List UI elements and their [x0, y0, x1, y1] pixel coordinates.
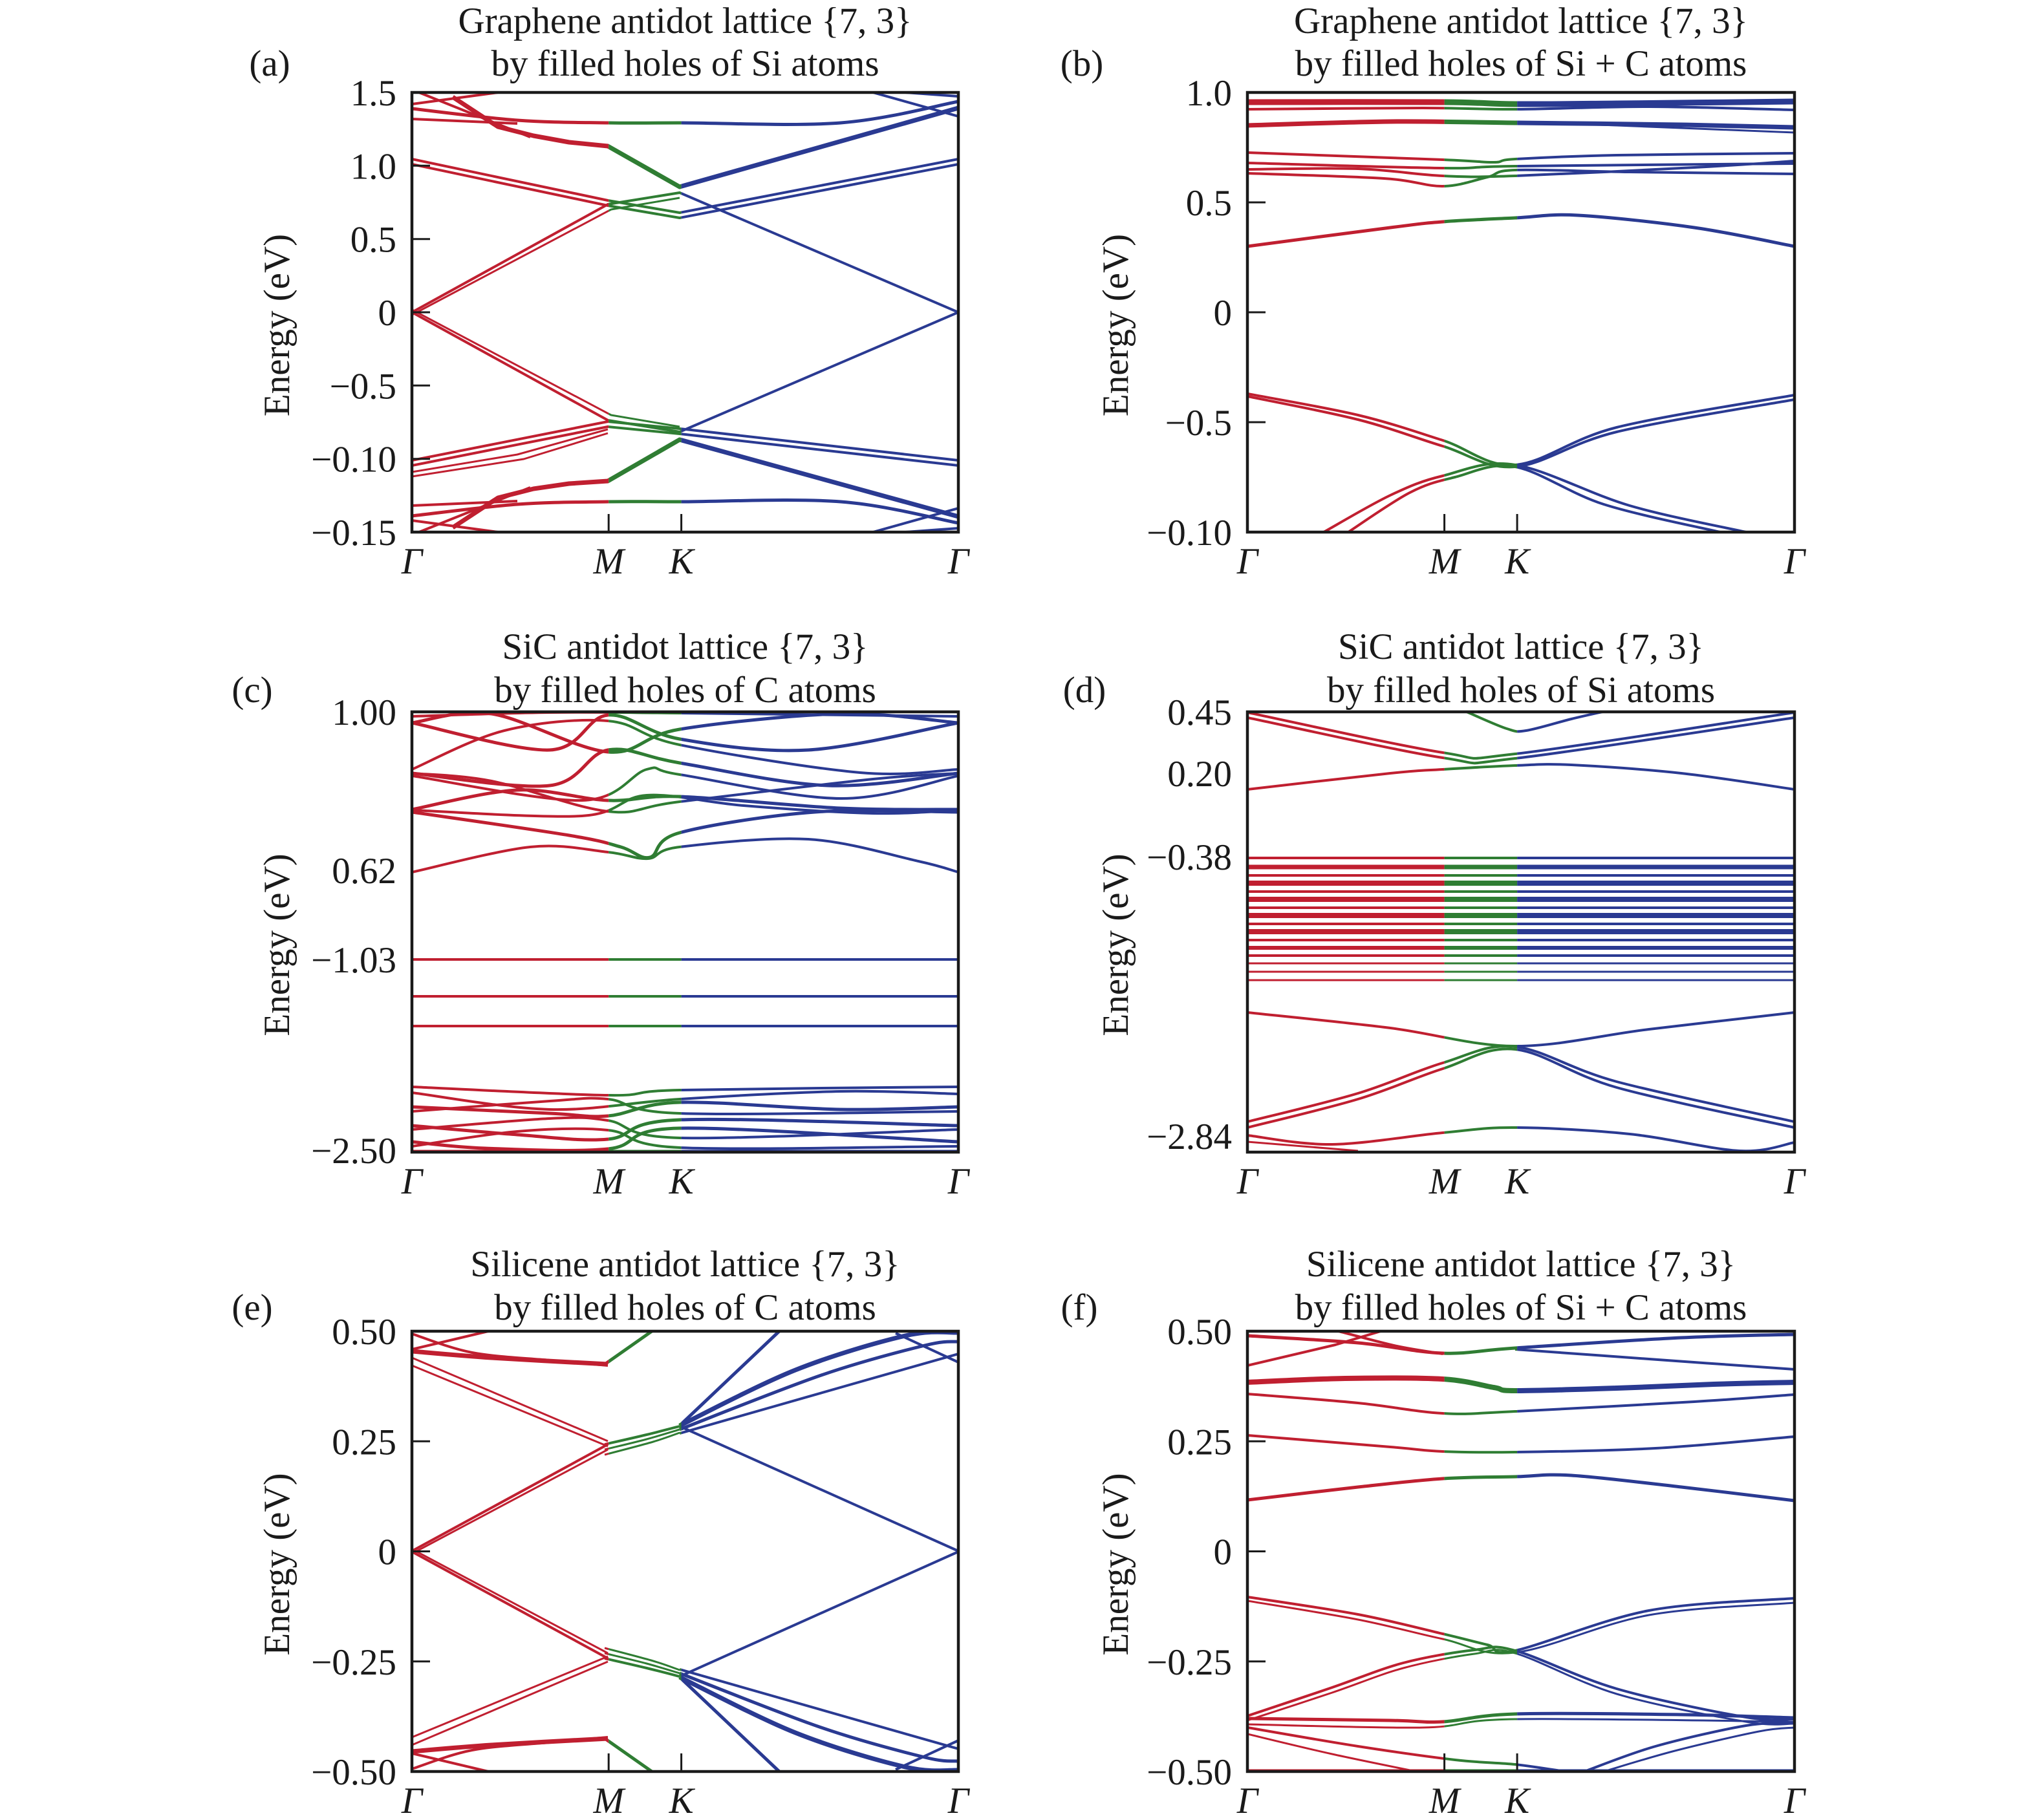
- svg-text:0.50: 0.50: [332, 1312, 396, 1353]
- svg-text:SiC antidot lattice {7, 3}: SiC antidot lattice {7, 3}: [502, 626, 868, 667]
- svg-text:−0.50: −0.50: [311, 1752, 396, 1793]
- svg-text:by filled holes of Si + C atom: by filled holes of Si + C atoms: [1295, 1287, 1747, 1328]
- svg-text:−0.5: −0.5: [1165, 403, 1232, 444]
- svg-text:(a): (a): [249, 43, 290, 84]
- svg-text:Γ: Γ: [1236, 1161, 1260, 1202]
- svg-text:Energy (eV): Energy (eV): [257, 1473, 297, 1655]
- svg-text:0.25: 0.25: [1167, 1422, 1232, 1462]
- svg-text:Γ: Γ: [401, 1161, 424, 1202]
- svg-text:Γ: Γ: [1784, 1161, 1807, 1202]
- svg-text:1.00: 1.00: [332, 692, 396, 733]
- svg-text:Energy (eV): Energy (eV): [257, 234, 297, 416]
- svg-text:−0.50: −0.50: [1147, 1752, 1232, 1793]
- svg-text:−0.25: −0.25: [1147, 1642, 1232, 1683]
- svg-text:K: K: [1504, 541, 1531, 582]
- svg-text:Γ: Γ: [1784, 1781, 1807, 1820]
- svg-text:Silicene antidot lattice {7, 3: Silicene antidot lattice {7, 3}: [470, 1244, 900, 1285]
- svg-text:M: M: [1428, 541, 1462, 582]
- svg-text:by filled holes of Si + C atom: by filled holes of Si + C atoms: [1295, 43, 1747, 84]
- svg-text:K: K: [669, 1161, 696, 1202]
- svg-text:−0.25: −0.25: [311, 1642, 396, 1683]
- svg-text:by filled holes of Si atoms: by filled holes of Si atoms: [491, 43, 879, 84]
- svg-text:Γ: Γ: [401, 541, 424, 582]
- svg-text:K: K: [669, 1781, 696, 1820]
- svg-text:0.20: 0.20: [1167, 754, 1232, 795]
- svg-text:Γ: Γ: [401, 1781, 424, 1820]
- svg-text:0.5: 0.5: [1186, 183, 1232, 224]
- svg-text:−2.50: −2.50: [311, 1131, 396, 1172]
- svg-text:K: K: [669, 541, 696, 582]
- svg-text:0.45: 0.45: [1167, 692, 1232, 733]
- svg-text:K: K: [1504, 1781, 1531, 1820]
- svg-text:by filled holes of C atoms: by filled holes of C atoms: [494, 670, 876, 711]
- svg-text:Γ: Γ: [1784, 541, 1807, 582]
- svg-text:by filled holes of Si atoms: by filled holes of Si atoms: [1327, 670, 1715, 711]
- svg-text:Γ: Γ: [947, 1161, 971, 1202]
- svg-text:Energy (eV): Energy (eV): [1095, 234, 1136, 416]
- svg-text:Energy (eV): Energy (eV): [257, 853, 297, 1036]
- svg-text:−0.38: −0.38: [1147, 837, 1232, 878]
- svg-text:0: 0: [378, 293, 397, 334]
- svg-text:M: M: [1428, 1781, 1462, 1820]
- svg-text:(c): (c): [232, 670, 272, 711]
- svg-text:1.0: 1.0: [350, 146, 396, 187]
- svg-text:Energy (eV): Energy (eV): [1095, 853, 1136, 1036]
- svg-text:0: 0: [1214, 1532, 1233, 1573]
- svg-text:−2.84: −2.84: [1147, 1117, 1232, 1157]
- svg-text:0.50: 0.50: [1167, 1312, 1232, 1353]
- svg-text:−1.03: −1.03: [311, 940, 396, 981]
- svg-text:0: 0: [378, 1532, 397, 1573]
- svg-text:Energy (eV): Energy (eV): [1095, 1473, 1136, 1655]
- svg-text:(b): (b): [1061, 43, 1103, 84]
- svg-text:(e): (e): [232, 1287, 272, 1328]
- svg-text:M: M: [1428, 1161, 1462, 1202]
- svg-text:M: M: [592, 541, 626, 582]
- svg-text:Silicene antidot lattice {7, 3: Silicene antidot lattice {7, 3}: [1306, 1244, 1736, 1285]
- svg-text:−0.5: −0.5: [330, 366, 396, 407]
- svg-text:−0.10: −0.10: [1147, 513, 1232, 553]
- svg-text:by filled holes of C atoms: by filled holes of C atoms: [494, 1287, 876, 1328]
- svg-text:−0.15: −0.15: [311, 513, 396, 553]
- svg-text:0.62: 0.62: [332, 851, 396, 892]
- svg-text:Γ: Γ: [947, 541, 971, 582]
- svg-text:M: M: [592, 1781, 626, 1820]
- svg-text:SiC antidot lattice {7, 3}: SiC antidot lattice {7, 3}: [1338, 626, 1704, 667]
- svg-text:−0.10: −0.10: [311, 440, 396, 480]
- svg-text:Γ: Γ: [1236, 541, 1260, 582]
- svg-text:Graphene antidot lattice {7, 3: Graphene antidot lattice {7, 3}: [1294, 1, 1748, 41]
- svg-text:Γ: Γ: [947, 1781, 971, 1820]
- svg-text:K: K: [1504, 1161, 1531, 1202]
- svg-text:Graphene antidot lattice {7, 3: Graphene antidot lattice {7, 3}: [458, 1, 912, 41]
- svg-text:0.5: 0.5: [350, 220, 396, 261]
- svg-text:0.25: 0.25: [332, 1422, 396, 1462]
- svg-text:1.0: 1.0: [1186, 73, 1232, 114]
- svg-text:Γ: Γ: [1236, 1781, 1260, 1820]
- svg-text:0: 0: [1214, 293, 1233, 334]
- svg-text:M: M: [592, 1161, 626, 1202]
- svg-text:(d): (d): [1063, 670, 1106, 711]
- svg-text:(f): (f): [1061, 1287, 1098, 1328]
- svg-text:1.5: 1.5: [350, 73, 396, 114]
